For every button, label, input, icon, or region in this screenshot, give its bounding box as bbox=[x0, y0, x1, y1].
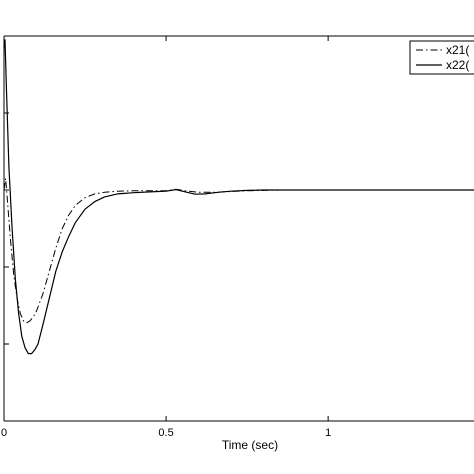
y-axis-ticks bbox=[4, 35, 9, 422]
legend-label-x21: x21( bbox=[446, 43, 469, 57]
series-line-1 bbox=[3, 39, 474, 355]
x-axis-label: Time (sec) bbox=[222, 438, 278, 452]
legend-box bbox=[409, 40, 474, 75]
x-tick-label: 1 bbox=[325, 427, 331, 439]
x-axis-ticks: 0 0.5 1 bbox=[1, 36, 331, 439]
series-line-0 bbox=[3, 177, 474, 324]
series-layer bbox=[3, 39, 474, 355]
x-tick-label: 0.5 bbox=[158, 427, 173, 439]
legend-label-x22: x22( bbox=[446, 58, 469, 72]
plot-axes bbox=[3, 35, 474, 422]
x-tick-label: 0 bbox=[1, 427, 7, 439]
legend: x21( x22( bbox=[409, 40, 474, 75]
